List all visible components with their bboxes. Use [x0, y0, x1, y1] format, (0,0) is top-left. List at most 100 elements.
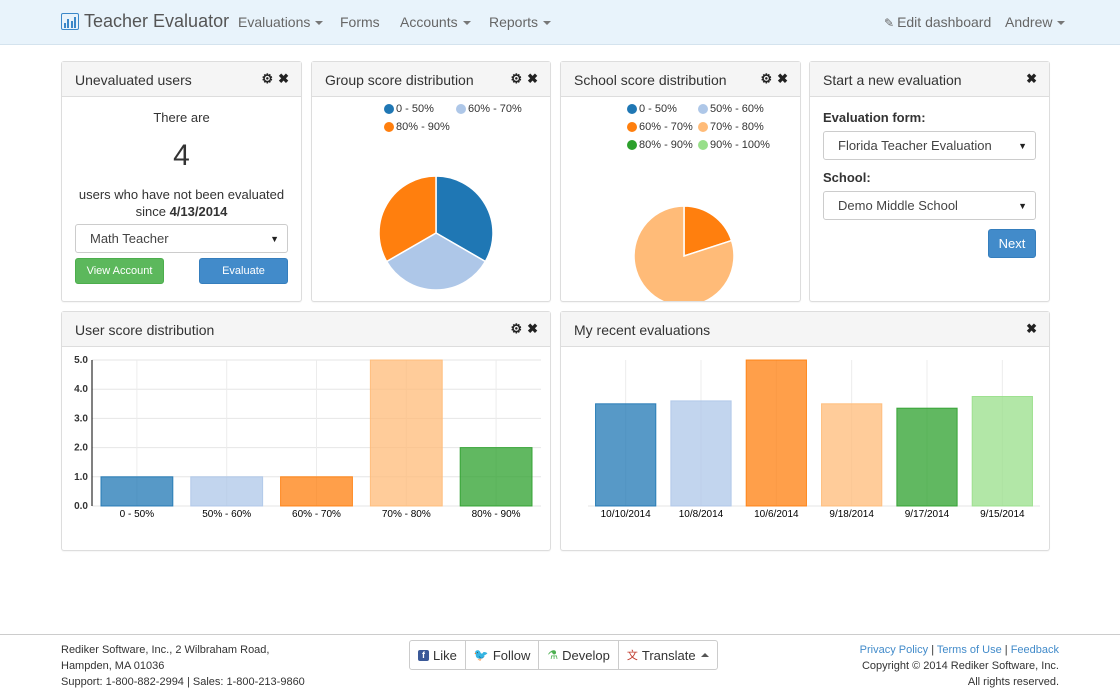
bar[interactable]	[369, 359, 443, 507]
since-date-line: since 4/13/2014	[135, 204, 228, 219]
footer-links: Privacy Policy | Terms of Use | Feedback…	[860, 642, 1059, 690]
separator: |	[1004, 644, 1008, 656]
feedback-link[interactable]: Feedback	[1010, 644, 1059, 656]
legend-item: 50% - 60%	[698, 103, 764, 115]
legend-item: 60% - 70%	[456, 103, 522, 115]
bar[interactable]	[971, 396, 1033, 507]
support-phone: Support: 1-800-882-2994 | Sales: 1-800-2…	[61, 676, 305, 688]
brand-link[interactable]: Teacher Evaluator	[61, 11, 229, 32]
next-button[interactable]: Next	[988, 229, 1036, 258]
page-footer: Rediker Software, Inc., 2 Wilbraham Road…	[0, 634, 1120, 700]
gear-icon[interactable]: ⚙	[261, 71, 274, 86]
nav-forms[interactable]: Forms	[340, 14, 380, 30]
flask-icon: ⚗	[547, 648, 559, 662]
panel-header: Group score distribution ⚙ ✖	[312, 62, 550, 97]
school-score-panel: School score distribution ⚙ ✖ 0 - 50% 50…	[560, 61, 801, 302]
close-icon[interactable]: ✖	[1026, 71, 1037, 86]
chart-logo-icon	[61, 13, 79, 30]
close-icon[interactable]: ✖	[527, 321, 538, 336]
bar[interactable]	[896, 407, 958, 507]
bar[interactable]	[670, 400, 732, 507]
caret-down-icon	[462, 21, 471, 25]
company-address: Rediker Software, Inc., 2 Wilbraham Road…	[61, 642, 305, 690]
gear-icon[interactable]: ⚙	[760, 71, 773, 86]
twitter-follow-button[interactable]: 🐦 Follow	[466, 641, 540, 669]
evaluate-button[interactable]: Evaluate	[199, 258, 288, 284]
gear-icon[interactable]: ⚙	[510, 321, 523, 336]
role-select[interactable]: Math Teacher ▼	[75, 224, 288, 253]
close-icon[interactable]: ✖	[527, 71, 538, 86]
new-evaluation-panel: Start a new evaluation ✖ Evaluation form…	[809, 61, 1050, 302]
copyright-text: Copyright © 2014 Rediker Software, Inc.	[861, 660, 1059, 672]
pie-slice[interactable]	[385, 232, 487, 291]
panel-header: My recent evaluations ✖	[561, 312, 1049, 347]
school-pie-chart	[633, 205, 735, 301]
close-icon[interactable]: ✖	[278, 71, 289, 86]
legend-dot	[384, 122, 394, 132]
bar[interactable]	[745, 359, 807, 507]
pie-slice[interactable]	[378, 175, 437, 263]
legend-dot	[698, 122, 708, 132]
pie-slice[interactable]	[683, 205, 733, 258]
nav-accounts[interactable]: Accounts	[400, 14, 471, 30]
legend-dot	[627, 122, 637, 132]
gear-icon[interactable]: ⚙	[510, 71, 523, 86]
top-navbar: Teacher Evaluator Evaluations Forms Acco…	[0, 0, 1120, 45]
panel-header: Unevaluated users ⚙ ✖	[62, 62, 301, 97]
legend-dot	[627, 140, 637, 150]
terms-of-use-link[interactable]: Terms of Use	[936, 644, 1002, 656]
edit-dashboard-link[interactable]: ✎ Edit dashboard	[884, 14, 992, 30]
bar[interactable]	[821, 403, 883, 507]
x-tick-label: 70% - 80%	[382, 509, 431, 520]
bar[interactable]	[459, 447, 533, 507]
pie-slice[interactable]	[435, 175, 494, 263]
recent-evaluations-bar-chart: 10/10/2014 10/8/2014 10/6/2014 9/18/2014 9/1…	[588, 359, 1040, 520]
caret-up-icon	[700, 653, 709, 657]
panel-title: My recent evaluations	[574, 322, 711, 338]
separator: |	[931, 644, 935, 656]
legend-dot	[384, 104, 394, 114]
group-pie-chart	[378, 175, 494, 291]
panel-title: Start a new evaluation	[823, 72, 962, 88]
bar[interactable]	[190, 476, 264, 507]
translate-icon: 文	[626, 650, 638, 662]
user-menu[interactable]: Andrew	[1005, 14, 1066, 30]
legend-item: 90% - 100%	[698, 139, 770, 151]
pie-slice[interactable]	[633, 205, 735, 301]
y-tick-label: 4.0	[74, 384, 88, 395]
caret-down-icon	[543, 21, 552, 25]
legend-dot	[456, 104, 466, 114]
nav-reports[interactable]: Reports	[489, 14, 552, 30]
legend-item: 60% - 70%	[627, 121, 693, 133]
bar[interactable]	[595, 403, 657, 507]
view-account-button[interactable]: View Account	[75, 258, 164, 284]
bar[interactable]	[280, 476, 353, 507]
user-score-bar-chart: 0.0 1.0 2.0 3.0 4.0 5.0 0 - 50% 50% - 60% 60% - …	[74, 355, 541, 520]
there-are-text: There are	[153, 110, 210, 125]
nav-evaluations[interactable]: Evaluations	[238, 14, 324, 30]
panel-header: School score distribution ⚙ ✖	[561, 62, 800, 97]
y-tick-label: 3.0	[74, 413, 88, 424]
x-tick-label: 80% - 90%	[472, 509, 521, 520]
panel-title: School score distribution	[574, 72, 727, 88]
social-button-group: f Like 🐦 Follow ⚗ Develop 文 Translate	[409, 640, 718, 670]
bar[interactable]	[100, 476, 174, 507]
close-icon[interactable]: ✖	[777, 71, 788, 86]
legend-item: 80% - 90%	[627, 139, 693, 151]
close-icon[interactable]: ✖	[1026, 321, 1037, 336]
x-tick-label: 9/18/2014	[829, 509, 874, 520]
evaluation-form-label: Evaluation form:	[823, 110, 926, 125]
legend-dot	[627, 104, 637, 114]
caret-down-icon	[1057, 21, 1066, 25]
panel-header: Start a new evaluation ✖	[810, 62, 1049, 97]
dropdown-arrow-icon: ▼	[1018, 140, 1027, 151]
school-select[interactable]: Demo Middle School ▼	[823, 191, 1036, 220]
x-tick-label: 60% - 70%	[292, 509, 341, 520]
legend-dot	[698, 104, 708, 114]
evaluation-form-select[interactable]: Florida Teacher Evaluation ▼	[823, 131, 1036, 160]
privacy-policy-link[interactable]: Privacy Policy	[859, 644, 929, 656]
school-value: Demo Middle School	[838, 198, 958, 213]
facebook-like-button[interactable]: f Like	[410, 641, 466, 669]
translate-button[interactable]: 文 Translate	[619, 641, 717, 669]
develop-button[interactable]: ⚗ Develop	[539, 641, 619, 669]
